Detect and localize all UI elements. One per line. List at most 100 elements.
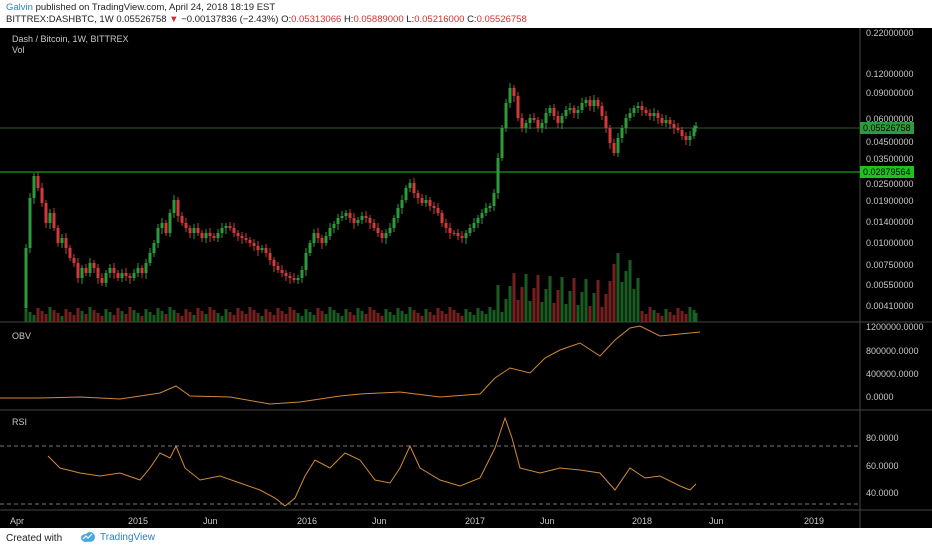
volume-bar bbox=[28, 312, 32, 322]
volume-bar bbox=[120, 311, 124, 322]
volume-bar bbox=[364, 314, 368, 322]
volume-bar bbox=[144, 309, 148, 322]
volume-bar bbox=[440, 311, 444, 322]
candle-body bbox=[680, 130, 684, 136]
candle-body bbox=[200, 233, 204, 238]
candle-body bbox=[160, 223, 164, 228]
candle-body bbox=[428, 200, 432, 206]
volume-bar bbox=[104, 309, 108, 322]
volume-bar bbox=[368, 307, 372, 322]
candle-body bbox=[224, 226, 228, 228]
candle-body bbox=[100, 278, 104, 283]
volume-bar bbox=[196, 308, 200, 322]
time-axis-label: 2016 bbox=[297, 516, 318, 526]
candle-body bbox=[248, 240, 252, 243]
candle-body bbox=[564, 110, 568, 116]
candle-body bbox=[32, 176, 36, 198]
candle-body bbox=[656, 113, 660, 118]
volume-bar bbox=[336, 313, 340, 322]
volume-bar bbox=[492, 310, 496, 322]
candle-body bbox=[608, 128, 612, 143]
candle-body bbox=[172, 200, 176, 213]
volume-bar bbox=[208, 307, 212, 322]
candle-body bbox=[60, 238, 64, 243]
volume-bar bbox=[412, 310, 416, 322]
volume-bar bbox=[528, 301, 532, 322]
chart-canvas[interactable] bbox=[0, 28, 932, 528]
rsi-axis-label: 40.0000 bbox=[866, 488, 899, 498]
candle-body bbox=[76, 263, 80, 278]
created-with-text: Created with bbox=[6, 533, 63, 544]
volume-bar bbox=[532, 288, 536, 322]
volume-bar bbox=[648, 307, 652, 322]
candle-body bbox=[592, 100, 596, 106]
volume-bar bbox=[432, 315, 436, 322]
candle-body bbox=[560, 116, 564, 123]
volume-bar bbox=[272, 315, 276, 322]
candle-body bbox=[688, 136, 692, 140]
volume-bar bbox=[672, 315, 676, 322]
volume-bar bbox=[420, 316, 424, 322]
main-pane-title: Dash / Bitcoin, 1W, BITTREX bbox=[12, 34, 129, 44]
candle-body bbox=[56, 228, 60, 243]
time-axis-label: Jun bbox=[709, 516, 724, 526]
candle-body bbox=[96, 268, 100, 278]
volume-bar bbox=[480, 311, 484, 322]
volume-bar bbox=[372, 310, 376, 322]
candle-body bbox=[580, 103, 584, 110]
volume-bar bbox=[164, 314, 168, 322]
candle-body bbox=[84, 268, 88, 273]
candle-body bbox=[108, 268, 112, 273]
candle-body bbox=[496, 158, 500, 193]
volume-bar bbox=[280, 311, 284, 322]
volume-bar bbox=[136, 313, 140, 322]
volume-bar bbox=[256, 313, 260, 322]
volume-bar bbox=[564, 304, 568, 322]
candle-body bbox=[376, 228, 380, 233]
price-axis-label: 0.22000000 bbox=[866, 28, 914, 38]
obv-line bbox=[0, 325, 701, 405]
close-label: C: bbox=[467, 14, 477, 25]
candle-body bbox=[620, 128, 624, 138]
volume-bar bbox=[584, 279, 588, 322]
volume-bar bbox=[692, 310, 696, 322]
candle-body bbox=[576, 110, 580, 113]
candle-body bbox=[572, 108, 576, 113]
candle-body bbox=[492, 193, 496, 206]
volume-bar bbox=[108, 312, 112, 322]
volume-bar bbox=[572, 278, 576, 322]
volume-bar bbox=[264, 309, 268, 322]
author-link[interactable]: Galvin bbox=[6, 2, 33, 13]
candle-body bbox=[388, 228, 392, 233]
volume-bar bbox=[192, 315, 196, 322]
volume-bar bbox=[484, 314, 488, 322]
volume-bar bbox=[172, 310, 176, 322]
volume-bar bbox=[344, 309, 348, 322]
volume-bar bbox=[468, 312, 472, 322]
volume-bar bbox=[428, 312, 432, 322]
candle-body bbox=[588, 100, 592, 106]
candle-body bbox=[212, 236, 216, 238]
chart-area[interactable]: Dash / Bitcoin, 1W, BITTREX Vol OBV RSI … bbox=[0, 28, 932, 528]
volume-bar bbox=[324, 314, 328, 322]
volume-bar bbox=[552, 303, 556, 322]
candle-body bbox=[260, 248, 264, 250]
horizontal-line-price-tag: 0.02879564 bbox=[860, 166, 914, 178]
candle-body bbox=[436, 208, 440, 213]
candle-body bbox=[660, 118, 664, 123]
volume-bar bbox=[176, 313, 180, 322]
price-axis-label: 0.06000000 bbox=[866, 114, 914, 124]
volume-bar bbox=[200, 311, 204, 322]
time-axis-label: Apr bbox=[10, 516, 25, 526]
price-axis-label: 0.00410000 bbox=[866, 301, 914, 311]
volume-bar bbox=[228, 312, 232, 322]
volume-bar bbox=[92, 310, 96, 322]
candle-body bbox=[628, 113, 632, 118]
candle-body bbox=[332, 224, 336, 228]
volume-bar bbox=[216, 313, 220, 322]
candle-body bbox=[344, 213, 348, 216]
tradingview-logo-link[interactable]: TradingView bbox=[80, 531, 155, 543]
volume-bar bbox=[80, 311, 84, 322]
candle-body bbox=[328, 228, 332, 236]
volume-bar bbox=[680, 311, 684, 322]
